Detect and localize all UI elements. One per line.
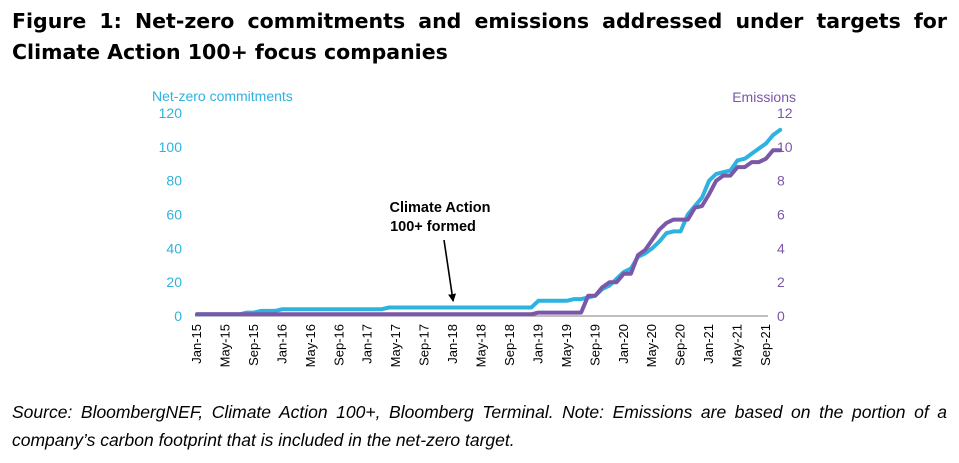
y-right-tick-label: 8	[777, 173, 785, 189]
x-tick-label: Jan-18	[445, 324, 460, 364]
y-left-tick-label: 80	[166, 173, 182, 189]
x-tick-label: May-17	[388, 324, 403, 367]
y-left-tick-label: 100	[159, 139, 183, 155]
y-left-tick-label: 60	[166, 207, 182, 223]
y-axis-right: 0 2 4 6 8 10 12	[777, 105, 793, 324]
x-tick-label: May-20	[644, 324, 659, 367]
y-left-tick-label: 40	[166, 240, 182, 256]
annotation: Climate Action 100+ formed	[390, 200, 491, 302]
x-tick-label: Sep-21	[758, 324, 773, 366]
x-tick-label: May-19	[559, 324, 574, 367]
annotation-line1: Climate Action	[390, 200, 491, 216]
y-right-tick-label: 10	[777, 139, 793, 155]
x-tick-label: Jan-20	[616, 324, 631, 364]
x-tick-label: Jan-17	[360, 324, 375, 364]
y-right-tick-label: 0	[777, 308, 785, 324]
x-axis: Jan-15 May-15 Sep-15 Jan-16 May-16 Sep-16 Jan-…	[189, 324, 773, 367]
annotation-arrow	[443, 239, 457, 302]
x-tick-label: Jan-19	[530, 324, 545, 364]
y-left-tick-label: 20	[166, 274, 182, 290]
y-right-tick-label: 6	[777, 207, 785, 223]
x-tick-label: Sep-17	[417, 324, 432, 366]
x-tick-label: Sep-18	[502, 324, 517, 366]
y-right-tick-label: 4	[777, 240, 785, 256]
x-tick-label: May-15	[217, 324, 232, 367]
x-tick-label: May-16	[303, 324, 318, 367]
x-tick-label: Sep-20	[673, 324, 688, 366]
series-line-emissions	[195, 148, 783, 317]
x-tick-label: Sep-16	[331, 324, 346, 366]
y-left-tick-label: 120	[159, 105, 183, 121]
y-left-tick-label: 0	[174, 308, 182, 324]
x-tick-label: May-21	[730, 324, 745, 367]
x-tick-label: May-18	[474, 324, 489, 367]
y-axis-left: 0 20 40 60 80 100 120	[159, 105, 183, 324]
y-right-tick-label: 2	[777, 274, 785, 290]
x-tick-label: Jan-21	[701, 324, 716, 364]
x-tick-label: Jan-15	[189, 324, 204, 364]
x-tick-label: Sep-19	[587, 324, 602, 366]
series-line-commitments	[195, 127, 783, 317]
source-note: Source: BloombergNEF, Climate Action 100…	[12, 402, 947, 450]
y-axis-left-label: Net-zero commitments	[152, 88, 293, 104]
figure-title: Figure 1: Net-zero commitments and emiss…	[12, 9, 947, 64]
annotation-line2: 100+ formed	[390, 219, 476, 235]
y-axis-right-label: Emissions	[732, 89, 796, 105]
y-right-tick-label: 12	[777, 105, 793, 121]
x-tick-label: Sep-15	[246, 324, 261, 366]
x-tick-label: Jan-16	[274, 324, 289, 364]
series	[195, 127, 783, 317]
